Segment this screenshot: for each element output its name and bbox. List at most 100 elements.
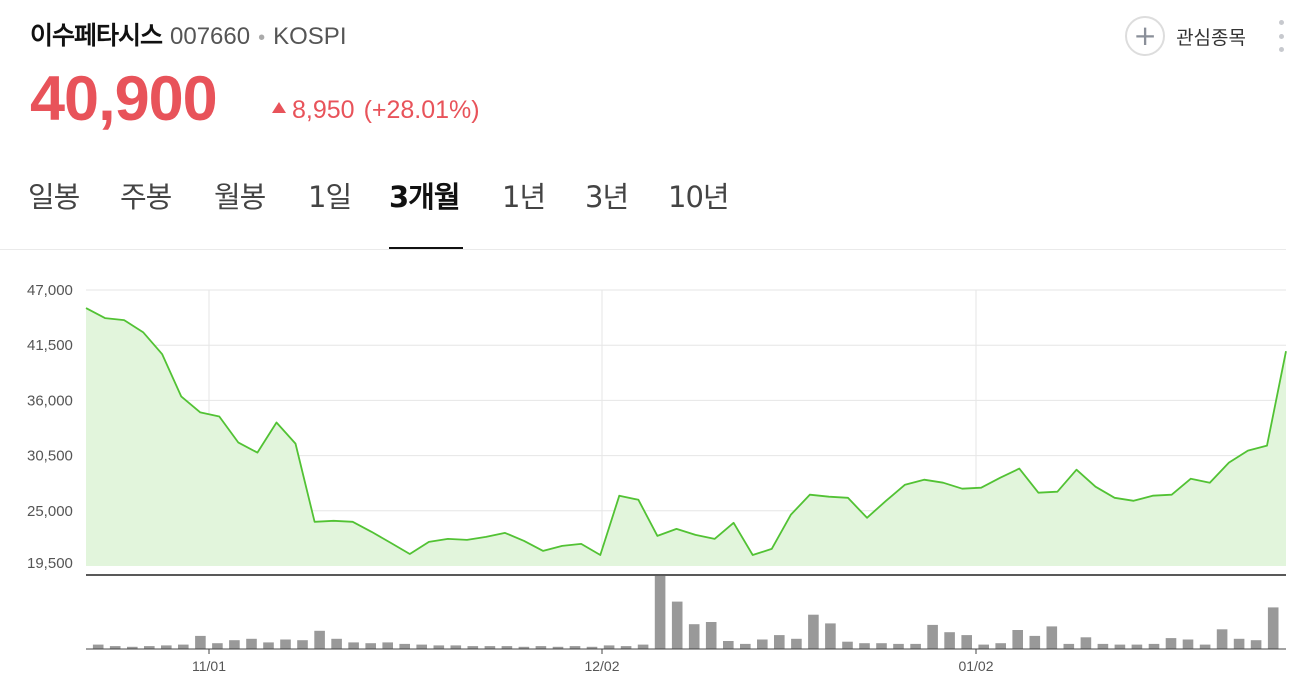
change-amount: 8,950 [292,96,355,124]
volume-bar [893,643,904,649]
volume-bar [723,641,734,649]
volume-bar [910,643,921,649]
x-tick-label: 01/02 [958,658,993,674]
add-watchlist-button[interactable]: + 관심종목 [1125,16,1246,56]
volume-bar [365,643,376,649]
market-name: KOSPI [273,23,347,50]
volume-bar [382,642,393,649]
volume-bar [1063,643,1075,649]
volume-bar [1131,644,1143,649]
volume-bar [808,614,819,649]
volume-bar [705,622,717,649]
separator-dot: • [258,27,266,49]
volume-bar [842,641,853,649]
y-tick-label: 36,000 [27,392,73,409]
x-tick-label: 11/01 [192,658,226,674]
stock-header: 이수페타시스 007660 • KOSPI [30,16,346,56]
volume-bar [859,643,870,649]
volume-bar [127,646,138,649]
volume-bar [92,644,104,649]
tab-10-years[interactable]: 10년 [668,180,730,214]
volume-bar [1114,644,1126,649]
volume-bar [399,643,410,649]
volume-bar [1046,626,1058,649]
volume-bar [501,646,513,649]
volume-bar [637,644,649,649]
tab-1-day[interactable]: 1일 [308,180,352,214]
price-change: 8,950 (+28.01%) [272,96,480,125]
volume-bar [484,646,496,649]
volume-bar [740,643,751,649]
stock-code: 007660 [170,23,251,50]
volume-bar [1012,630,1023,649]
volume-bar [535,646,547,649]
volume-bar [433,645,445,650]
up-arrow-icon [272,102,286,113]
volume-bar [825,623,836,649]
volume-bar [195,635,206,649]
volume-bar [1165,638,1177,649]
tab-monthly[interactable]: 월봉 [214,180,266,214]
volume-bar [586,646,598,649]
volume-bar [774,635,785,649]
volume-bar [348,642,359,649]
change-percent: (+28.01%) [363,96,480,124]
volume-bar [961,635,972,649]
volume-bar [620,646,632,649]
volume-bar [280,639,291,649]
stock-name: 이수페타시스 [30,21,163,50]
volume-bar [1250,640,1262,649]
tab-weekly[interactable]: 주봉 [120,180,172,214]
price-line [85,307,1287,556]
volume-bar [450,645,462,650]
volume-bar [178,644,189,649]
volume-bar [654,576,666,649]
y-tick-label: 41,500 [27,337,73,354]
volume-bar [314,630,325,650]
volume-bar [229,640,240,649]
volume-bar [791,638,802,649]
volume-bar [671,601,683,650]
volume-bar [603,645,615,650]
volume-bar [757,639,768,649]
price-chart: 47,000 41,500 36,000 30,500 25,000 19,500 11/0… [27,282,1287,674]
volume-bar [1267,607,1279,649]
volume-bar [1148,643,1160,649]
more-vertical-icon[interactable] [1276,20,1286,52]
volume-bar [688,624,700,649]
y-tick-label: 47,000 [27,282,73,299]
y-tick-label: 25,000 [27,503,73,520]
current-price: 40,900 [30,64,218,134]
volume-bar [212,643,223,649]
volume-bar [109,646,121,649]
volume-bar [518,646,530,649]
watchlist-label: 관심종목 [1176,26,1246,49]
volume-bar [331,638,342,649]
volume-bar [1233,638,1245,649]
tab-daily[interactable]: 일봉 [28,180,80,214]
volume-bar [1029,635,1041,649]
volume-bar [944,632,955,649]
tab-3-years[interactable]: 3년 [585,180,629,214]
tab-1-year[interactable]: 1년 [502,180,546,214]
volume-bar [467,646,479,649]
volume-bar [1199,644,1211,649]
volume-bar [927,624,938,649]
volume-bar [1182,639,1194,649]
volume-bar [978,644,989,649]
volume-bar [569,646,581,649]
volume-bar [144,646,155,649]
plus-icon: + [1125,16,1166,56]
tab-3-months[interactable]: 3개월 [389,170,463,249]
volume-bar [876,643,887,649]
volume-bar [161,645,172,650]
y-tick-label: 30,500 [27,448,73,465]
volume-bar [1080,637,1092,649]
volume-bar [263,642,274,649]
volume-bar [416,644,427,649]
volume-bar [246,638,257,649]
volume-bar [1097,643,1109,649]
price-area [86,308,1286,566]
y-tick-label: 19,500 [27,555,73,572]
volume-bar [552,646,564,649]
